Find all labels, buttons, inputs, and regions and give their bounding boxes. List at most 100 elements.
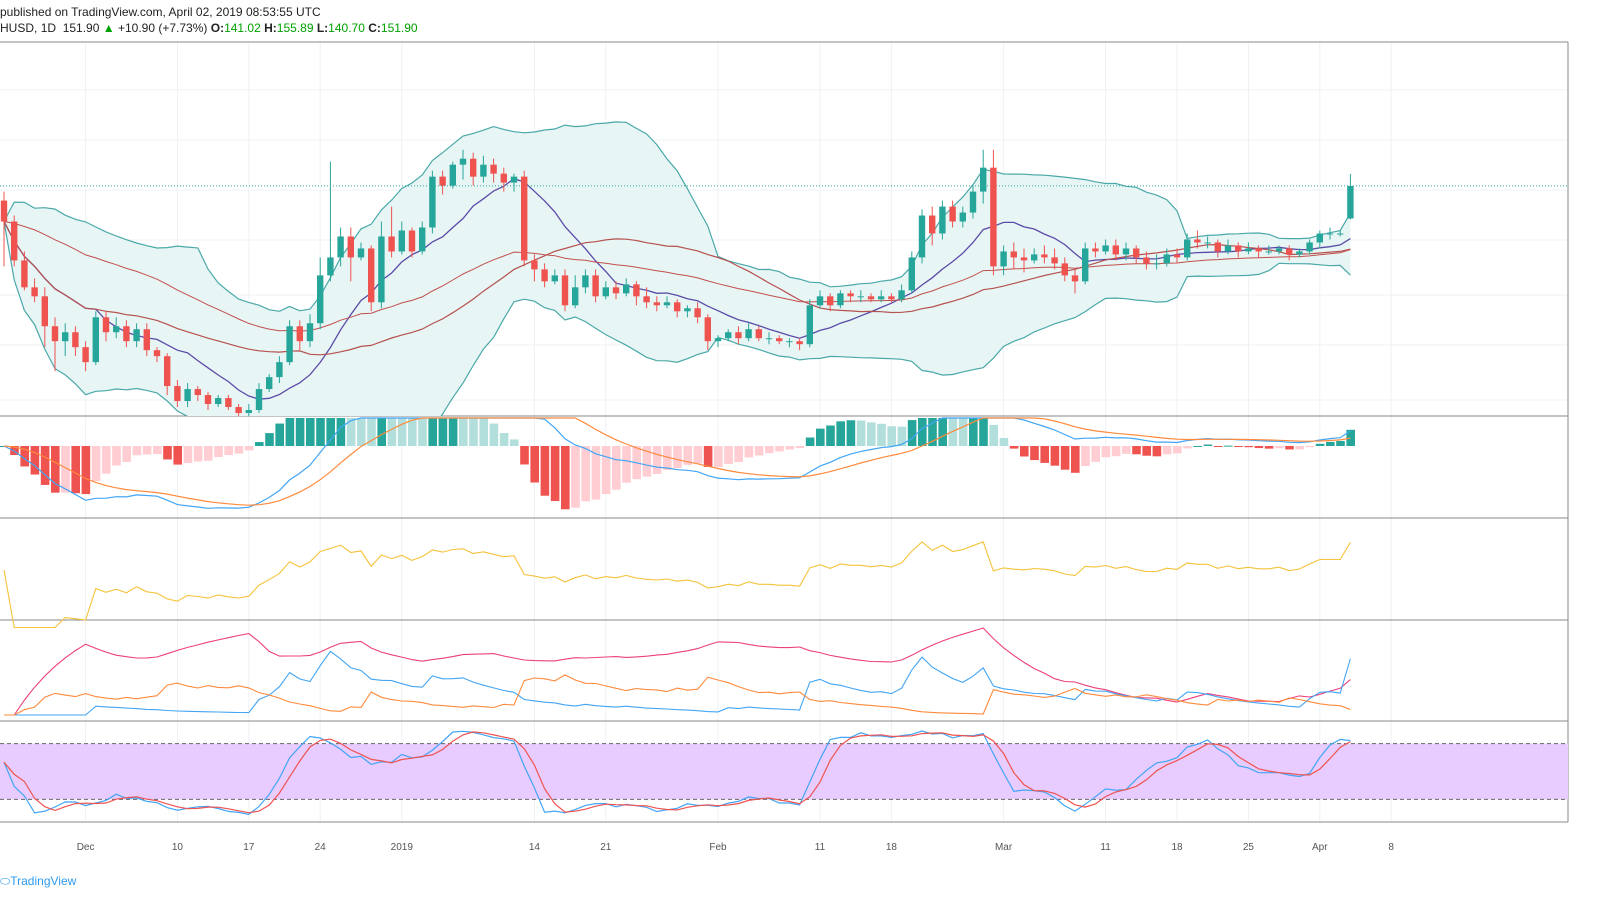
candle[interactable] (164, 353, 171, 396)
candle[interactable] (949, 200, 956, 228)
candle[interactable] (867, 293, 875, 303)
candle[interactable] (1102, 239, 1109, 255)
candle[interactable] (674, 299, 681, 318)
candle[interactable] (1194, 230, 1201, 249)
candle[interactable] (480, 155, 487, 183)
candle[interactable] (541, 263, 548, 288)
stochastic-pane[interactable] (0, 730, 1568, 815)
candle[interactable] (1122, 242, 1130, 261)
candle[interactable] (592, 269, 599, 303)
candle[interactable] (368, 245, 375, 312)
candle[interactable] (21, 251, 28, 291)
candle[interactable] (1010, 242, 1017, 270)
candle[interactable] (816, 290, 824, 309)
candle[interactable] (1051, 248, 1058, 270)
candle[interactable] (827, 293, 834, 312)
candle[interactable] (296, 320, 303, 351)
candle[interactable] (510, 173, 518, 192)
candle[interactable] (266, 374, 273, 393)
candle[interactable] (215, 395, 222, 408)
candle[interactable] (837, 290, 844, 309)
candle[interactable] (1041, 245, 1048, 264)
candle[interactable] (755, 326, 762, 342)
candle[interactable] (612, 281, 620, 300)
candle[interactable] (398, 221, 405, 255)
candle[interactable] (174, 380, 181, 408)
candle[interactable] (470, 152, 477, 186)
candle[interactable] (388, 206, 395, 258)
candle[interactable] (347, 227, 354, 282)
candle[interactable] (1235, 242, 1242, 258)
candle[interactable] (908, 251, 915, 294)
candle[interactable] (408, 227, 416, 258)
candle[interactable] (459, 149, 467, 180)
candle[interactable] (1163, 248, 1170, 267)
price-pane[interactable] (0, 121, 1568, 471)
candle[interactable] (765, 332, 773, 345)
candle[interactable] (857, 290, 864, 303)
candle[interactable] (990, 149, 997, 276)
candle[interactable] (1071, 269, 1079, 294)
candle[interactable] (235, 404, 242, 416)
candle[interactable] (1133, 245, 1140, 264)
candle[interactable] (204, 392, 212, 411)
candle[interactable] (1112, 239, 1119, 261)
candle[interactable] (1224, 239, 1232, 255)
candle[interactable] (378, 221, 385, 309)
candle[interactable] (184, 383, 191, 408)
candle[interactable] (11, 215, 18, 267)
candle[interactable] (51, 317, 59, 372)
candle[interactable] (888, 293, 895, 303)
candle[interactable] (653, 296, 660, 312)
candle[interactable] (959, 206, 966, 228)
candle[interactable] (419, 221, 426, 255)
candle[interactable] (306, 314, 314, 348)
candle[interactable] (133, 323, 140, 348)
candle[interactable] (725, 329, 732, 342)
candle[interactable] (969, 185, 977, 219)
candle[interactable] (1326, 227, 1334, 240)
macd-pane[interactable] (0, 417, 1355, 510)
candle[interactable] (929, 206, 936, 246)
candle[interactable] (0, 191, 8, 267)
candle[interactable] (1143, 251, 1150, 270)
candle[interactable] (663, 296, 671, 309)
candle[interactable] (1286, 245, 1293, 261)
candle[interactable] (776, 335, 783, 345)
candle[interactable] (918, 209, 926, 264)
dmi-pane[interactable] (4, 627, 1351, 716)
candle[interactable] (786, 338, 793, 348)
candle[interactable] (704, 314, 711, 351)
candle[interactable] (194, 386, 201, 402)
candle[interactable] (113, 317, 120, 339)
candle[interactable] (1316, 230, 1323, 249)
candle[interactable] (276, 356, 283, 384)
candle[interactable] (1031, 248, 1038, 264)
candle[interactable] (357, 242, 365, 261)
candle[interactable] (1000, 245, 1007, 276)
candle[interactable] (1153, 254, 1160, 270)
candle[interactable] (939, 200, 946, 240)
candle[interactable] (745, 323, 752, 342)
candle[interactable] (1337, 230, 1344, 237)
candle[interactable] (1296, 248, 1303, 258)
candle[interactable] (1173, 248, 1181, 264)
candle[interactable] (847, 290, 854, 303)
candle[interactable] (714, 335, 722, 348)
candle[interactable] (684, 305, 691, 318)
candle[interactable] (806, 299, 813, 348)
candle[interactable] (31, 278, 38, 303)
candle[interactable] (317, 257, 324, 330)
candle[interactable] (1306, 239, 1313, 255)
candle[interactable] (337, 227, 344, 267)
candle[interactable] (1204, 236, 1211, 249)
candle[interactable] (1245, 242, 1252, 255)
candle[interactable] (286, 320, 293, 366)
candle[interactable] (327, 161, 334, 282)
candle[interactable] (82, 341, 89, 372)
candle[interactable] (143, 323, 150, 357)
candle[interactable] (878, 290, 885, 303)
candle[interactable] (1214, 239, 1221, 258)
candle[interactable] (643, 287, 650, 309)
candle[interactable] (245, 404, 252, 416)
